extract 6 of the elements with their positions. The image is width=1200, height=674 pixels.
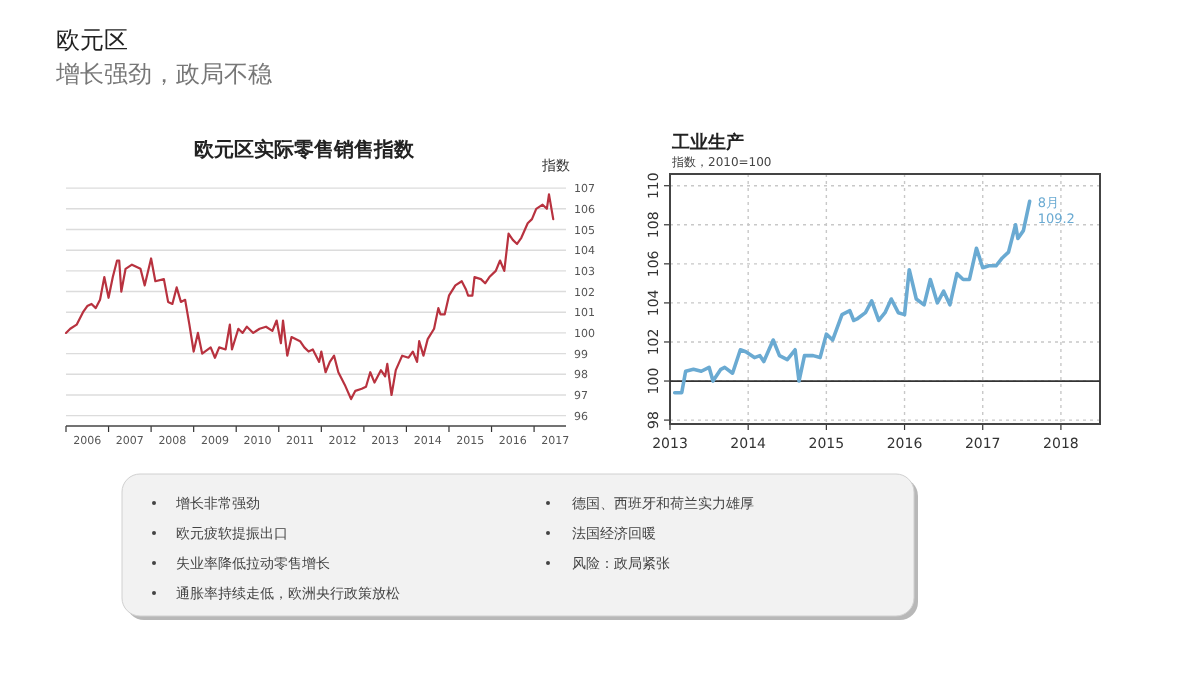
line-series [64,193,555,401]
chart-title: 欧元区实际零售销售指数 [194,138,416,162]
text: 增长强劲，政局不稳 [54,60,272,88]
text: 欧元区 [56,26,128,54]
chart-title: 工业生产 [670,132,744,154]
line-series [672,199,1032,395]
